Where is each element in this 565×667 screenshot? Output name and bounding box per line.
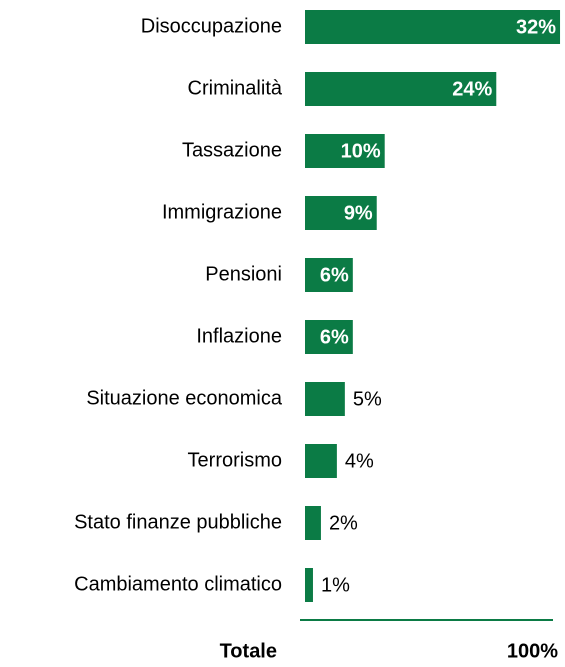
total-label: Totale xyxy=(220,640,277,662)
value-label: 1% xyxy=(321,574,350,596)
bar xyxy=(305,382,345,416)
bar xyxy=(305,444,337,478)
category-label: Disoccupazione xyxy=(141,15,282,37)
value-label: 6% xyxy=(320,326,349,348)
bar xyxy=(305,196,377,230)
total-value: 100% xyxy=(507,640,558,662)
value-label: 32% xyxy=(516,16,556,38)
bar xyxy=(305,10,561,44)
category-label: Inflazione xyxy=(196,325,282,347)
category-label: Tassazione xyxy=(182,139,282,161)
bar xyxy=(305,134,385,168)
value-label: 5% xyxy=(353,388,382,410)
category-label: Terrorismo xyxy=(188,449,282,471)
bar xyxy=(305,258,353,292)
category-label: Stato finanze pubbliche xyxy=(74,511,282,533)
value-label: 6% xyxy=(320,264,349,286)
bar xyxy=(305,506,321,540)
value-label: 24% xyxy=(452,78,492,100)
value-label: 2% xyxy=(329,512,358,534)
category-label: Pensioni xyxy=(205,263,282,285)
bar xyxy=(305,72,497,106)
category-label: Situazione economica xyxy=(86,387,283,409)
category-label: Immigrazione xyxy=(162,201,282,223)
value-label: 10% xyxy=(341,140,381,162)
bar xyxy=(305,320,353,354)
value-label: 4% xyxy=(345,450,374,472)
value-label: 9% xyxy=(344,202,373,224)
bar xyxy=(305,568,313,602)
category-label: Criminalità xyxy=(188,77,283,99)
category-label: Cambiamento climatico xyxy=(74,573,282,595)
